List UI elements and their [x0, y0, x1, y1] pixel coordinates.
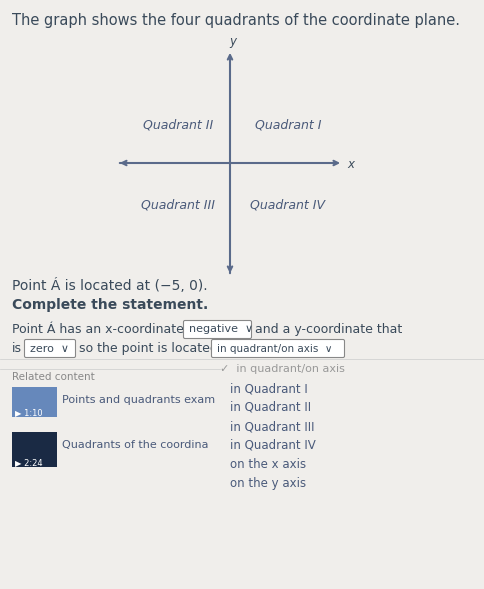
Text: in Quadrant II: in Quadrant II [229, 401, 310, 414]
Text: Points and quadrants exam: Points and quadrants exam [62, 395, 215, 405]
Text: Quadrant I: Quadrant I [254, 118, 320, 131]
FancyBboxPatch shape [25, 339, 76, 358]
Text: The graph shows the four quadrants of the coordinate plane.: The graph shows the four quadrants of th… [12, 13, 459, 28]
Text: in Quadrant IV: in Quadrant IV [229, 439, 315, 452]
FancyBboxPatch shape [211, 339, 344, 358]
Text: is: is [12, 342, 22, 355]
Text: Complete the statement.: Complete the statement. [12, 298, 208, 312]
Text: in Quadrant I: in Quadrant I [229, 382, 307, 395]
FancyBboxPatch shape [12, 387, 57, 417]
Text: y: y [229, 35, 236, 48]
FancyBboxPatch shape [183, 320, 251, 339]
Text: Quadrants of the coordina: Quadrants of the coordina [62, 440, 208, 450]
Text: in Quadrant III: in Quadrant III [229, 420, 314, 433]
Text: negative  ∨: negative ∨ [189, 325, 253, 335]
Text: and a y-coordinate that: and a y-coordinate that [255, 323, 401, 336]
Text: so the point is located: so the point is located [79, 342, 217, 355]
Text: Quadrant III: Quadrant III [141, 198, 214, 211]
Text: ▶ 1:10: ▶ 1:10 [15, 408, 43, 417]
Text: zero  ∨: zero ∨ [30, 343, 69, 353]
Text: ▶ 2:24: ▶ 2:24 [15, 458, 43, 467]
Text: on the y axis: on the y axis [229, 477, 305, 490]
Text: in quadrant/on axis  ∨: in quadrant/on axis ∨ [216, 343, 332, 353]
Text: on the x axis: on the x axis [229, 458, 305, 471]
Text: Related content: Related content [12, 372, 94, 382]
Text: Point Á has an x-coordinate that is: Point Á has an x-coordinate that is [12, 323, 227, 336]
Text: ✓  in quadrant/on axis: ✓ in quadrant/on axis [220, 364, 344, 374]
Text: x: x [346, 157, 353, 170]
FancyBboxPatch shape [12, 432, 57, 467]
Text: Quadrant IV: Quadrant IV [250, 198, 325, 211]
Text: Point Á is located at (−5, 0).: Point Á is located at (−5, 0). [12, 278, 207, 293]
Text: Quadrant II: Quadrant II [143, 118, 212, 131]
